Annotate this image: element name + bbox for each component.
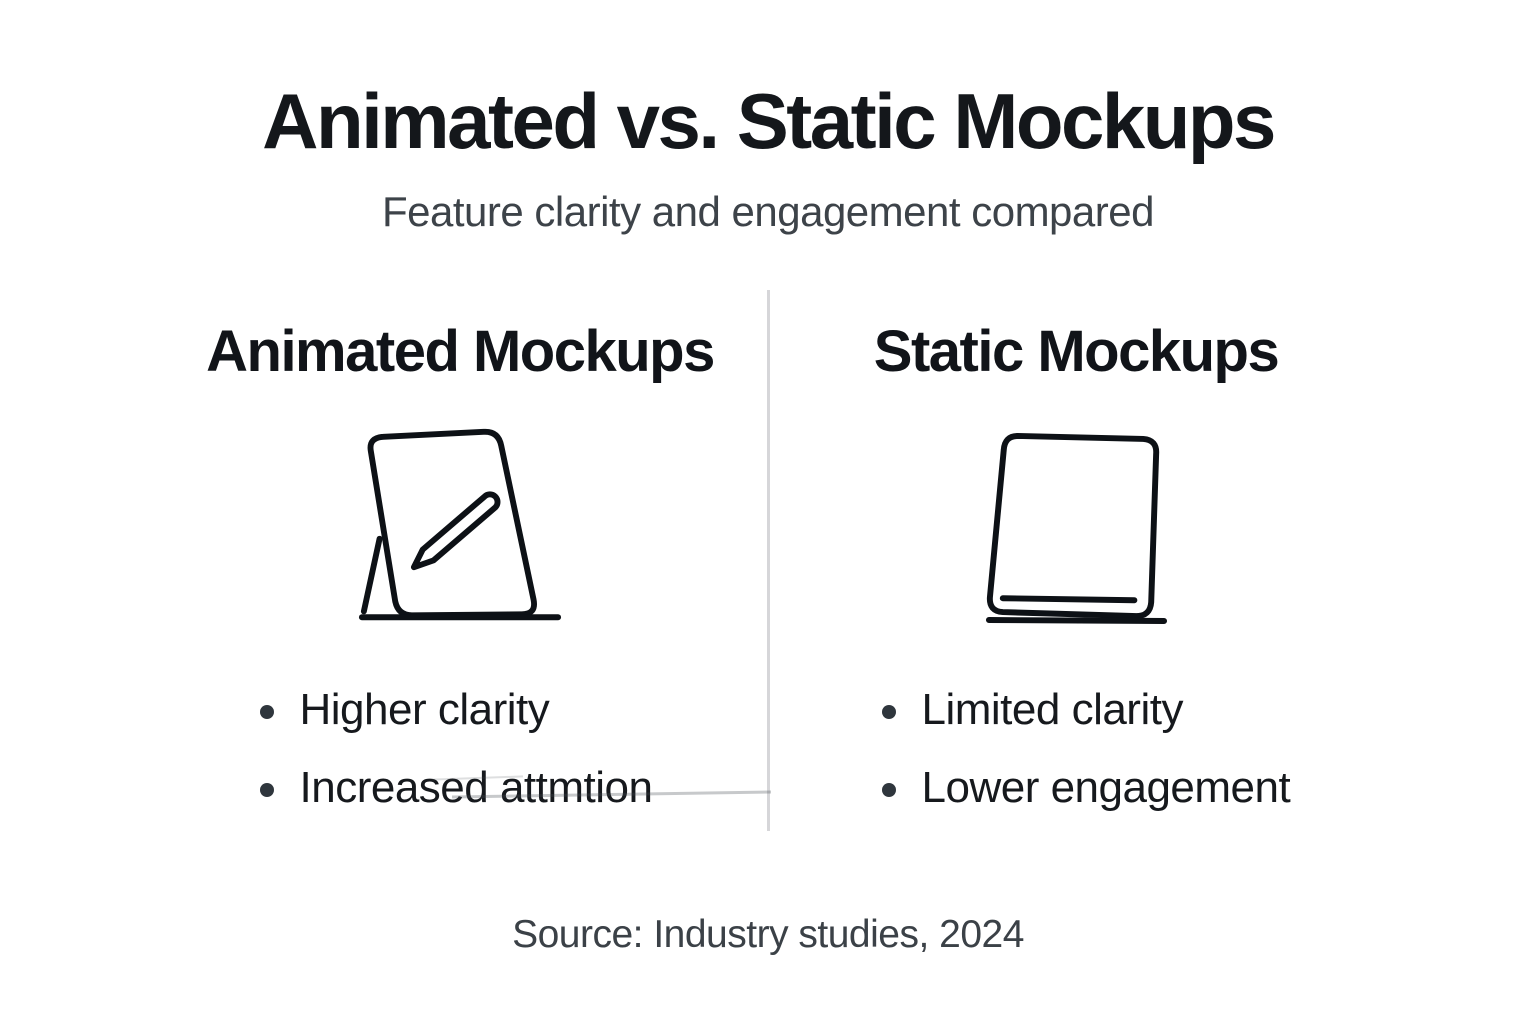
column-divider <box>766 290 770 831</box>
header: Animated vs. Static Mockups Feature clar… <box>0 0 1536 236</box>
animated-bullet-list: Higher clarity Increased attmtion <box>154 685 767 841</box>
list-item: Higher clarity <box>259 685 767 735</box>
bullet-dot-icon <box>881 783 896 797</box>
animated-mockups-column: Animated Mockups Higher clarity Increase… <box>154 290 767 841</box>
list-item: Increased attmtion <box>259 763 767 813</box>
animated-column-heading: Animated Mockups <box>206 319 715 384</box>
bullet-dot-icon <box>259 783 274 797</box>
static-mockups-column: Static Mockups Limited clarity Lower eng… <box>770 290 1383 841</box>
page-title: Animated vs. Static Mockups <box>262 77 1276 165</box>
static-bullet-list: Limited clarity Lower engagement <box>770 685 1383 841</box>
bullet-text: Lower engagement <box>921 763 1291 812</box>
easel-tablet-pencil-icon <box>357 427 563 627</box>
bullet-text: Increased attmtion <box>299 763 653 812</box>
static-tablet-stand-icon <box>982 427 1170 627</box>
comparison-section: Animated Mockups Higher clarity Increase… <box>0 290 1536 841</box>
source-note: Source: Industry studies, 2024 <box>512 913 1024 956</box>
bullet-text: Higher clarity <box>299 685 550 734</box>
bullet-dot-icon <box>881 705 896 719</box>
page-subtitle: Feature clarity and engagement compared <box>382 188 1154 235</box>
static-column-heading: Static Mockups <box>873 319 1280 384</box>
list-item: Limited clarity <box>881 685 1383 735</box>
bullet-dot-icon <box>259 705 274 719</box>
list-item: Lower engagement <box>881 763 1383 813</box>
bullet-text: Limited clarity <box>921 685 1184 734</box>
